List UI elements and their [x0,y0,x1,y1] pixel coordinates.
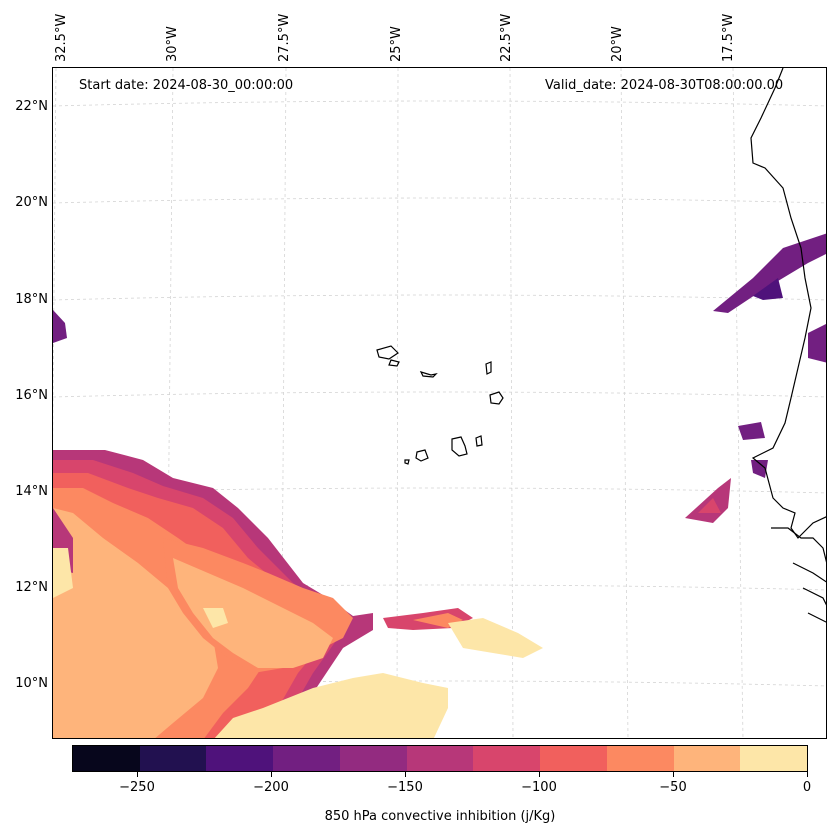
island-santiago [451,436,468,457]
colorbar [72,745,808,772]
lat-label-22n: 22°N [15,99,48,114]
cin-contour-m25 [214,673,448,738]
coastlines [376,68,826,623]
colorbar-segment-10 [740,746,808,771]
cb-tick-m50 [673,772,674,777]
start-date-label: Start date: 2024-08-30_00:00:00 [79,78,294,93]
lon-label-30w: 30°W [165,26,180,62]
cb-tick-m200 [271,772,272,777]
lon-label-32-5w: 32.5°W [54,13,69,62]
cin-patch-small-2 [751,460,768,478]
island-boa-vista [489,391,504,405]
colorbar-segment-0 [73,746,140,771]
cb-tick-label-m150: −150 [387,780,423,795]
cin-yellow-mid [203,608,228,628]
cin-lightorange-mid [173,558,333,668]
island-sal [485,361,492,375]
cb-tick-label-m100: −100 [521,780,557,795]
cin-contour-m50 [53,508,218,738]
island-sao-vicente [388,359,400,367]
gambia-coast [771,527,826,563]
cb-tick-m150 [405,772,406,777]
colorbar-segment-7 [540,746,607,771]
lon-label-25w: 25°W [389,26,404,62]
lon-label-20w: 20°W [610,26,625,62]
cin-patch-coast-north [713,233,826,313]
lon-label-27-5w: 27.5°W [277,13,292,62]
lat-label-14n: 14°N [15,484,48,499]
cb-tick-m100 [539,772,540,777]
island-brava [404,459,410,465]
colorbar-segment-2 [206,746,274,771]
map-panel [52,67,827,739]
colorbar-title: 850 hPa convective inhibition (j/Kg) [324,809,556,824]
cin-patch-small-1 [738,422,765,440]
colorbar-segment-5 [406,746,474,771]
map-canvas [53,68,826,738]
cin-patch-sw-red [698,498,721,513]
colorbar-segment-9 [673,746,741,771]
cin-patch-east [808,324,826,363]
island-sao-nicolau [419,371,438,378]
cin-west-edge-yellow [53,548,73,598]
colorbar-segment-1 [139,746,207,771]
valid-date-label: Valid_date: 2024-08-30T08:00:00.00 [545,78,784,93]
cb-tick-label-m250: −250 [119,780,155,795]
cin-patch-coast-north-dark [753,278,783,300]
cb-tick-label-m200: −200 [253,780,289,795]
cin-patch-sw [685,478,731,523]
cin-field-south [53,450,543,738]
bissau-coast [792,562,826,623]
lat-label-16n: 16°N [15,388,48,403]
cin-stripe-yellow [448,618,543,658]
cb-tick-label-0: 0 [802,780,812,795]
lon-label-22-5w: 22.5°W [499,13,514,62]
cb-tick-m250 [137,772,138,777]
lat-label-18n: 18°N [15,292,48,307]
lat-label-20n: 20°N [15,195,48,210]
lon-label-17-5w: 17.5°W [721,13,736,62]
island-santo-antao [376,345,399,360]
cin-field-north [53,233,826,523]
island-maio [475,435,483,447]
cin-patch-west [53,310,67,343]
island-fogo [415,449,429,462]
cb-tick-label-m50: −50 [659,780,687,795]
colorbar-segment-4 [339,746,407,771]
african-coast [750,68,826,539]
cb-tick-0 [807,772,808,777]
lat-label-10n: 10°N [15,676,48,691]
lat-label-12n: 12°N [15,580,48,595]
colorbar-segment-8 [606,746,674,771]
colorbar-segment-6 [473,746,541,771]
colorbar-segment-3 [273,746,340,771]
